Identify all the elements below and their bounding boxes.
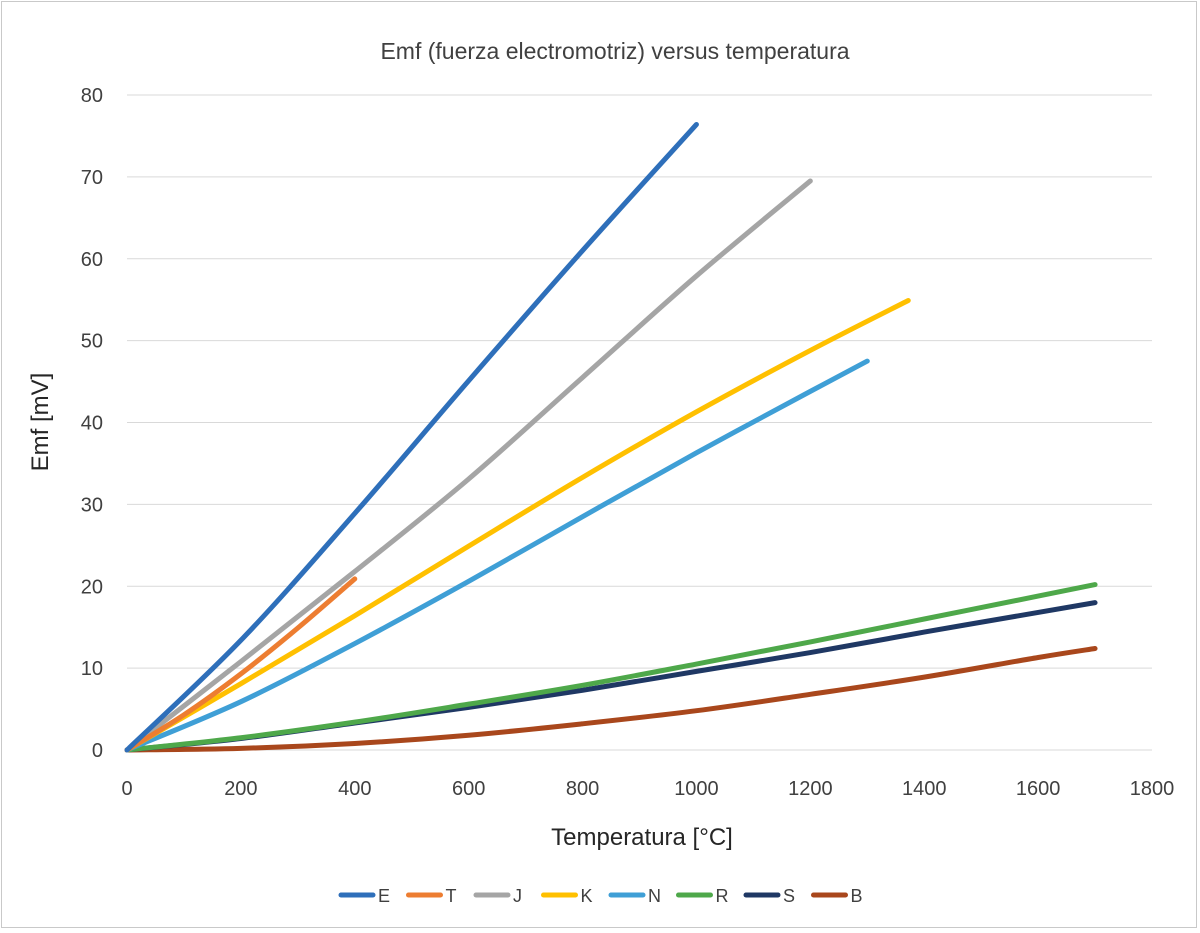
series-line-E — [124, 121, 699, 753]
x-tick-label: 1800 — [1130, 778, 1175, 800]
legend-label-K: K — [581, 886, 593, 906]
y-tick-label: 10 — [81, 658, 103, 680]
legend-label-R: R — [716, 886, 729, 906]
x-tick-label: 1400 — [902, 778, 947, 800]
y-tick-label: 60 — [81, 249, 103, 271]
y-tick-label: 70 — [81, 167, 103, 189]
legend-label-J: J — [513, 886, 522, 906]
x-tick-label: 800 — [566, 778, 599, 800]
x-tick-label: 1200 — [788, 778, 833, 800]
series-line-S — [124, 600, 1098, 753]
legend-label-E: E — [378, 886, 390, 906]
x-tick-label: 0 — [121, 778, 132, 800]
y-tick-label: 20 — [81, 576, 103, 598]
x-tick-label: 1000 — [674, 778, 719, 800]
chart-title: Emf (fuerza electromotriz) versus temper… — [380, 38, 849, 64]
x-tick-label: 600 — [452, 778, 485, 800]
series-line-B — [124, 645, 1098, 753]
y-tick-label: 80 — [81, 85, 103, 107]
x-tick-labels: 0 200 400 600 800 1000 1200 1400 1600 1800 — [121, 778, 1174, 800]
y-tick-label: 0 — [92, 740, 103, 762]
y-tick-labels: 0 10 20 30 40 50 60 70 80 — [81, 85, 103, 762]
x-axis-label: Temperatura [°C] — [551, 824, 733, 851]
series-line-T — [124, 576, 358, 753]
legend-label-T: T — [446, 886, 457, 906]
legend-label-B: B — [851, 886, 863, 906]
series-line-J — [124, 178, 813, 753]
legend-label-N: N — [648, 886, 661, 906]
x-tick-label: 400 — [338, 778, 371, 800]
x-tick-label: 200 — [224, 778, 257, 800]
legend-label-S: S — [783, 886, 795, 906]
y-tick-label: 30 — [81, 494, 103, 516]
y-tick-label: 50 — [81, 331, 103, 353]
x-tick-label: 1600 — [1016, 778, 1061, 800]
series-line-K — [124, 298, 911, 753]
series-line-N — [124, 358, 870, 753]
y-tick-label: 40 — [81, 413, 103, 435]
gridlines — [127, 94, 1152, 751]
y-axis-label: Emf [mV] — [27, 373, 54, 472]
series-lines — [124, 121, 1098, 753]
series-line-R — [124, 582, 1098, 753]
